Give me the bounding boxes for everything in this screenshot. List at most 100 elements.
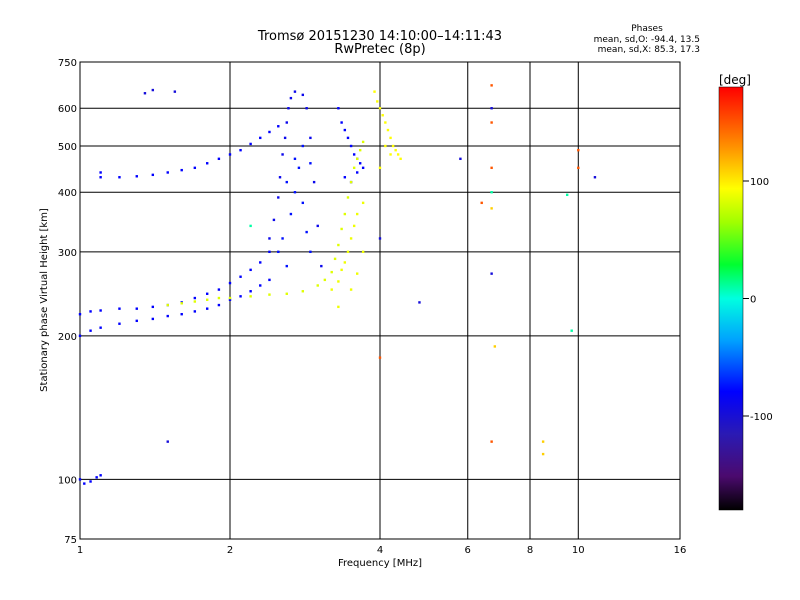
data-point [305,230,308,234]
data-point [166,440,169,443]
colorbar-ticks: 100 0 -100 [743,177,773,423]
data-point [83,482,86,485]
data-point [346,196,350,199]
data-point [340,121,343,124]
data-point [118,322,121,325]
data-point [337,305,340,309]
data-point [228,153,232,156]
data-point [541,440,545,443]
data-point [277,125,280,128]
data-point [309,162,312,165]
data-point [577,148,580,152]
data-point [259,136,262,140]
data-point [118,307,121,310]
data-point [99,326,102,329]
data-point [268,237,271,240]
data-point [358,162,362,165]
y-tick-label: 300 [58,248,77,259]
data-point [490,107,493,110]
data-point [570,329,573,332]
data-point [166,171,169,174]
data-point [384,121,387,124]
data-point [330,288,333,291]
data-point [361,201,365,205]
data-point [333,257,337,261]
data-point [239,295,242,298]
data-point [343,176,347,179]
data-point [89,329,92,332]
stats-title: Phases [631,24,663,34]
data-point [352,153,356,156]
data-point [346,136,350,140]
data-point [249,290,252,293]
data-point [268,293,271,296]
data-point [78,334,82,338]
data-point [378,107,382,110]
data-point [373,90,376,93]
x-tick-label: 10 [572,545,585,556]
data-point [99,309,102,312]
chart-title: Tromsø 20151230 14:10:00–14:11:43 [257,29,502,44]
data-point [358,148,362,152]
data-point [309,136,312,140]
data-point [343,261,347,264]
data-point [378,237,382,240]
data-point [293,157,297,161]
data-point [151,88,155,92]
data-point [268,130,271,134]
data-point [193,310,197,313]
data-point [228,296,232,300]
x-tick-label: 4 [377,545,383,556]
data-point [277,250,280,254]
data-point [281,153,284,156]
data-point [135,307,138,310]
data-point [285,180,288,184]
data-point [490,84,493,87]
plot-area [79,61,681,540]
data-point [143,92,147,95]
data-point [259,284,262,287]
data-point [352,166,356,170]
y-tick-label: 75 [64,535,77,546]
data-point [281,237,284,240]
data-point [278,176,282,179]
data-point [490,121,493,124]
data-point [205,162,209,165]
data-point [166,303,169,307]
scatter-points [78,84,597,485]
data-point [301,93,305,97]
x-tick-label: 16 [674,545,687,556]
data-point [193,166,197,170]
data-point [480,201,483,205]
data-point [459,157,462,161]
data-point [378,166,382,170]
data-point [151,173,155,177]
data-point [99,474,102,477]
data-point [337,280,340,283]
data-point [316,284,319,287]
data-point [249,142,252,146]
data-point [343,128,347,132]
data-point [173,90,177,93]
colorbar-tick-label: 100 [750,177,769,188]
data-point [340,227,343,231]
data-point [205,298,209,301]
data-point [289,96,293,100]
data-point [89,480,92,483]
data-point [309,250,312,254]
data-point [399,157,402,161]
data-point [316,224,319,228]
data-point [151,317,155,321]
data-point [577,166,580,170]
data-point [349,144,353,148]
data-point [490,440,493,443]
data-point [99,176,102,179]
data-point [337,107,340,110]
y-tick-label: 200 [58,332,77,343]
data-point [228,281,232,285]
data-point [346,250,350,254]
data-point [330,270,333,274]
colorbar-tick-label: 0 [750,295,756,306]
data-point [355,272,359,275]
